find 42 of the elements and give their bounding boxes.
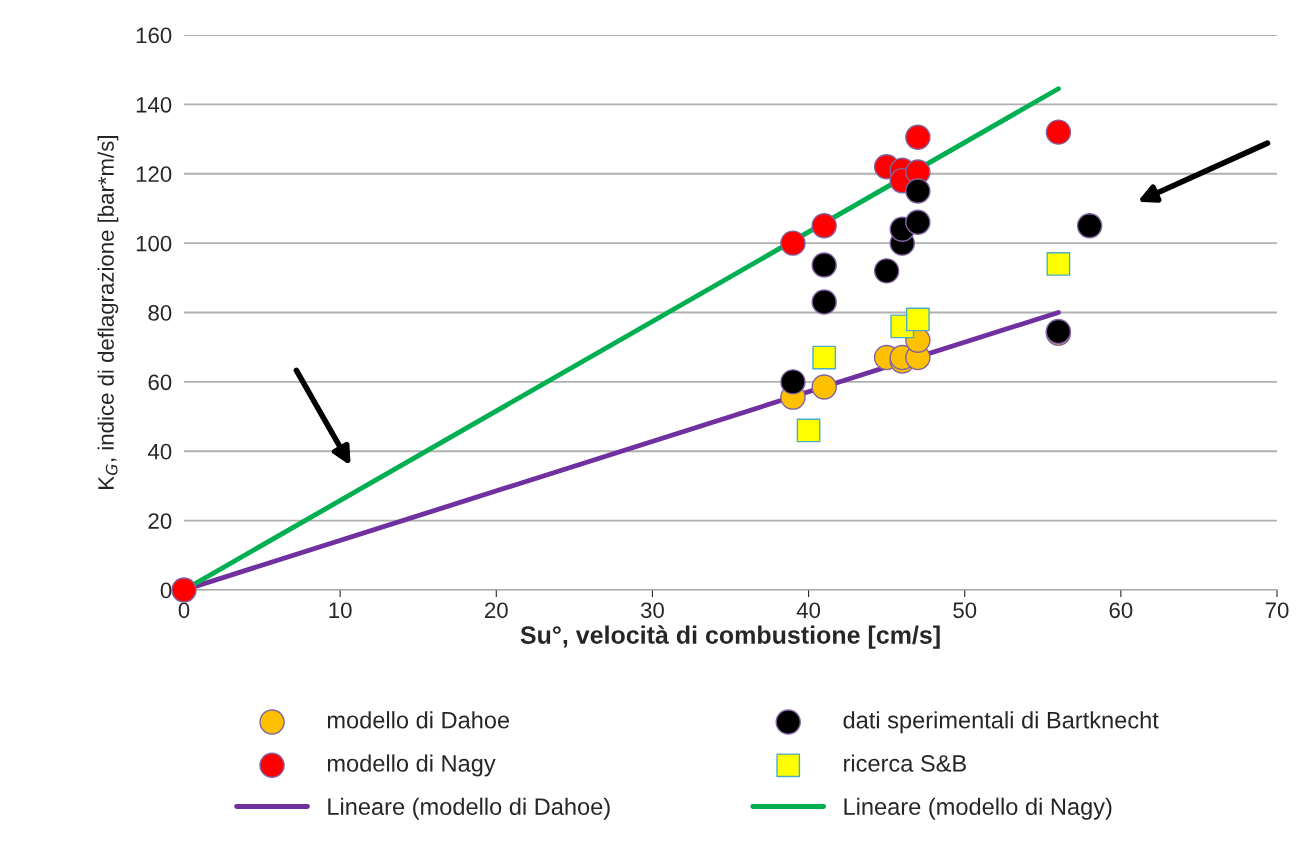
y-tick-label: 80 <box>148 305 172 321</box>
y-tick-label: 120 <box>136 166 172 183</box>
point <box>811 289 837 315</box>
x-tick-label: 20 <box>485 602 508 619</box>
x-tick-label: 60 <box>1109 602 1133 619</box>
x-tick-label: 70 <box>1265 602 1289 619</box>
point <box>1046 252 1071 276</box>
x-tick-label: 30 <box>640 602 664 619</box>
point <box>780 369 806 395</box>
x-tick-label: 40 <box>796 602 821 619</box>
legend-label: dati sperimentali di Bartknecht <box>843 711 1159 734</box>
point <box>905 209 931 236</box>
point <box>905 124 931 151</box>
legend-label: modello di Nagy <box>327 754 496 777</box>
y-tick-label: 160 <box>136 27 172 44</box>
x-tick-label: 50 <box>953 602 977 619</box>
legend-label: Lineare (modello di Nagy) <box>844 797 1112 820</box>
point <box>811 213 837 239</box>
y-tick-label: 140 <box>136 96 172 113</box>
point <box>780 230 806 256</box>
legend-label: Lineare (modello di Dahoe) <box>328 797 610 820</box>
x-tick-label: 10 <box>329 602 352 619</box>
legend-label: modello di Dahoe <box>327 711 510 729</box>
point <box>812 345 837 370</box>
point <box>811 374 837 400</box>
point <box>1076 213 1103 239</box>
y-axis-title: K$_{G}$, indice di deflagrazione [bar*m/s] <box>97 136 119 489</box>
y-tick-label: 60 <box>148 374 172 391</box>
point <box>796 418 821 443</box>
point <box>905 307 930 332</box>
x-axis-title: Su°, velocità di combustione [cm/s] <box>520 625 940 649</box>
point <box>811 252 837 278</box>
x-tick-label: 0 <box>178 602 190 619</box>
point <box>1045 119 1072 145</box>
point <box>905 178 931 204</box>
legend-label: ricerca S&B <box>844 754 966 772</box>
point <box>171 577 197 603</box>
y-tick-label: 0 <box>160 582 172 599</box>
point <box>873 258 900 284</box>
y-tick-label: 20 <box>148 513 172 529</box>
y-tick-label: 100 <box>136 235 172 252</box>
y-tick-label: 40 <box>147 443 172 460</box>
